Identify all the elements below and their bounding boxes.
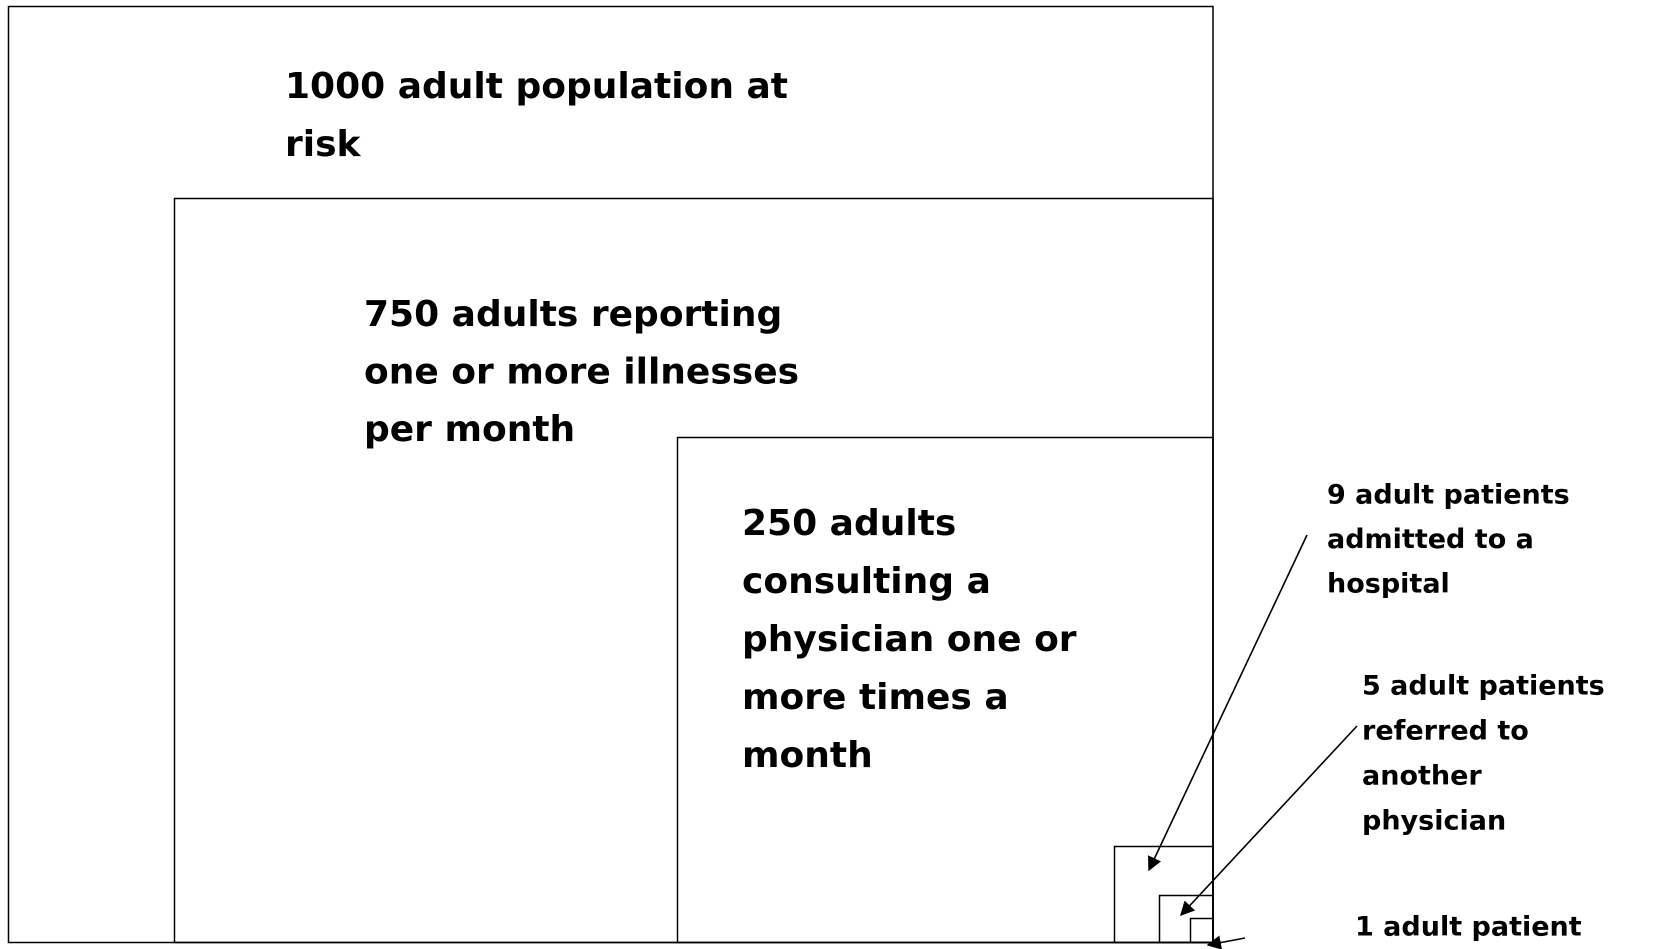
box-physician [676, 436, 1214, 944]
box-label: physician [1362, 806, 1506, 837]
box-label: hospital [1327, 569, 1450, 600]
box-label: 5 adult patients [1362, 671, 1605, 702]
box-label: risk [285, 124, 362, 165]
box-label: one or more illnesses [364, 352, 799, 393]
arrow [1206, 935, 1246, 949]
arrow [1180, 725, 1358, 917]
box-population [7, 5, 1214, 944]
arrow [1148, 534, 1308, 872]
box-label: month [742, 735, 873, 776]
box-label: referred to [1362, 716, 1529, 747]
box-label: 250 adults [742, 503, 956, 544]
box-label: 750 adults reporting [364, 294, 782, 335]
box-label: another [1362, 761, 1482, 792]
box-label: more times a [742, 677, 1009, 718]
box-label: consulting a [742, 561, 991, 602]
labels: 1000 adult population at risk 750 adults r… [285, 66, 1605, 943]
box-label: per month [364, 409, 575, 450]
box-label: admitted to a [1327, 524, 1534, 555]
box-label: 1 adult patient [1355, 912, 1582, 943]
box-hospital [1113, 845, 1214, 944]
box-label: 9 adult patients [1327, 480, 1570, 511]
box-academic [1189, 917, 1214, 944]
box-label: physician one or [742, 619, 1077, 660]
box-label: 1000 adult population at [285, 66, 788, 107]
